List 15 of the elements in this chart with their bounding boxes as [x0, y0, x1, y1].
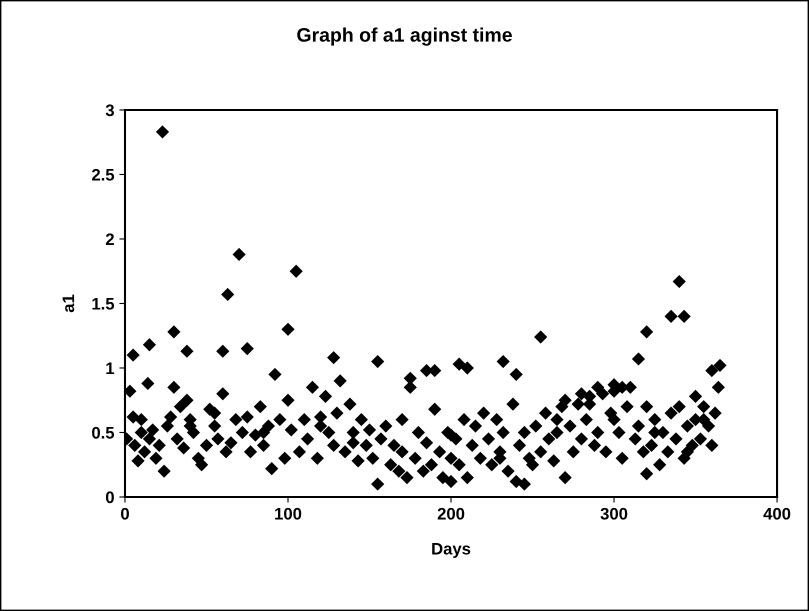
y-tick-label: 1 — [106, 362, 114, 374]
chart-title: Graph of a1 aginst time — [297, 27, 512, 46]
y-tick-label: 1.5 — [92, 298, 114, 310]
x-tick-label: 0 — [121, 508, 129, 520]
y-tick-label: 2.5 — [92, 168, 114, 181]
y-tick-label: 0 — [106, 491, 114, 504]
y-tick-label: 0.5 — [92, 426, 114, 439]
y-tick-label: 2 — [106, 233, 114, 246]
x-tick-label: 200 — [438, 508, 464, 520]
x-axis-title: Days — [432, 542, 470, 558]
x-tick-label: 400 — [763, 508, 790, 520]
x-tick-label: 300 — [600, 508, 628, 520]
y-axis-title: a1 — [62, 294, 74, 312]
y-tick-label: 3 — [106, 104, 114, 116]
x-tick-label: 100 — [275, 508, 302, 520]
